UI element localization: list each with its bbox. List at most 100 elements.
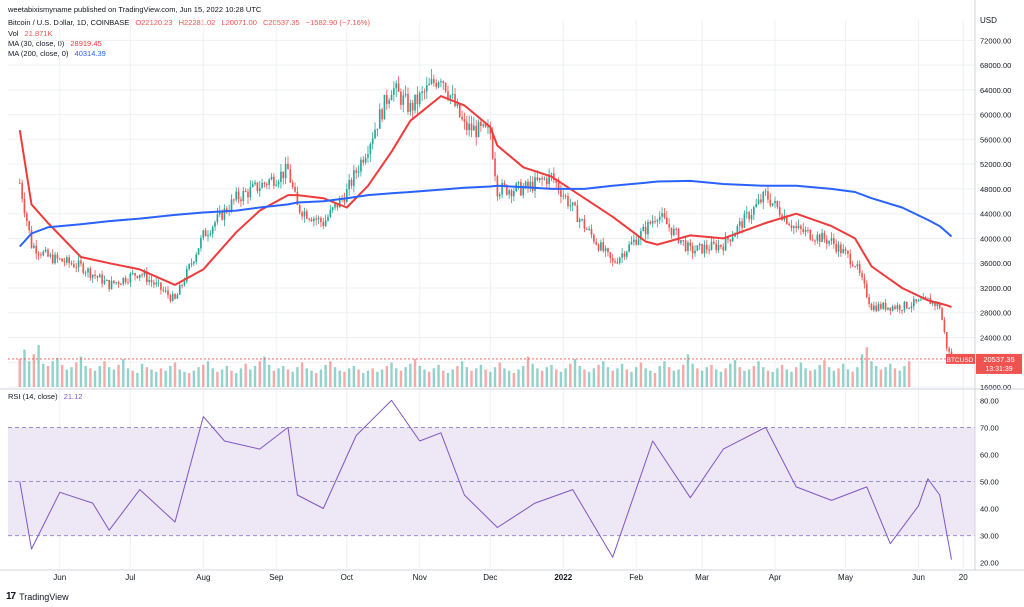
- candle-body: [880, 304, 882, 309]
- candle-body: [670, 227, 673, 236]
- candle-body: [729, 239, 732, 242]
- volume-bar: [851, 371, 854, 387]
- candle-body: [887, 307, 889, 310]
- candle-body: [47, 249, 49, 257]
- volume-bar: [197, 367, 200, 387]
- candle-body: [204, 230, 207, 237]
- candle-body: [162, 289, 165, 291]
- candle-body: [195, 254, 198, 262]
- candle-body: [710, 241, 713, 251]
- candle-body: [567, 196, 569, 206]
- volume-bar: [187, 373, 191, 387]
- candle-body: [896, 305, 899, 309]
- volume-bar: [300, 362, 304, 387]
- candle-body: [381, 109, 383, 120]
- candle-body: [265, 183, 268, 185]
- candle-body: [913, 299, 915, 307]
- candle-body: [188, 264, 190, 269]
- candle-body: [416, 94, 419, 105]
- candle-body: [802, 228, 805, 233]
- price-tick-label: 52000.00: [980, 160, 1011, 169]
- volume-bar: [573, 359, 577, 387]
- candle-body: [28, 221, 30, 231]
- price-tag-countdown: 13:31:39: [985, 366, 1012, 373]
- candle-body: [268, 179, 270, 185]
- candle-body: [270, 176, 273, 180]
- volume-bar: [479, 364, 483, 387]
- candle-body: [602, 242, 605, 252]
- candle-body: [529, 181, 532, 187]
- candle-body: [894, 306, 896, 309]
- candle-body: [127, 282, 129, 284]
- volume-bar: [319, 369, 323, 387]
- candle-body: [256, 182, 259, 191]
- candle-body: [65, 257, 68, 263]
- volume-bar: [517, 369, 520, 387]
- candle-body: [517, 181, 520, 184]
- candle-body: [451, 94, 454, 96]
- candle-body: [251, 184, 254, 188]
- volume-bar: [282, 366, 285, 387]
- candle-body: [809, 229, 812, 240]
- candle-body: [661, 213, 663, 217]
- volume-bar: [178, 369, 181, 387]
- time-tick-label: Sep: [269, 573, 284, 582]
- volume-bar: [390, 362, 393, 387]
- candle-body: [108, 279, 110, 290]
- candle-body: [865, 283, 868, 298]
- candle-body: [122, 277, 125, 284]
- time-tick-label: May: [838, 573, 853, 582]
- candle-body: [769, 199, 772, 206]
- candle-body: [143, 271, 146, 275]
- candle-body: [209, 233, 212, 235]
- candle-body: [705, 244, 708, 250]
- volume-bar: [460, 361, 464, 387]
- candle-body: [317, 217, 320, 220]
- candle-body: [828, 240, 830, 244]
- price-tick-label: 72000.00: [980, 36, 1011, 45]
- candle-body: [289, 169, 292, 183]
- candle-body: [738, 221, 741, 226]
- candle-body: [120, 283, 122, 285]
- volume-bar: [89, 368, 92, 387]
- candle-body: [884, 302, 887, 310]
- symbol-name: Bitcoin / U.S. Dollar, 1D, COINBASE: [8, 18, 130, 27]
- candle-body: [418, 92, 421, 105]
- candle-body: [411, 102, 414, 111]
- candle-body: [63, 261, 66, 263]
- candle-body: [313, 218, 315, 222]
- rsi-legend: RSI (14, close) 21.12: [8, 392, 86, 402]
- volume-bar: [366, 370, 370, 387]
- candle-body: [691, 246, 694, 254]
- candle-body: [774, 200, 776, 204]
- candle-body: [153, 282, 155, 285]
- candle-body: [663, 213, 666, 218]
- candle-body: [795, 226, 798, 229]
- volume-bar: [809, 370, 812, 387]
- candle-body: [854, 266, 856, 268]
- volume-bar: [893, 368, 897, 387]
- volume-bar: [338, 370, 341, 387]
- candle-body: [675, 228, 678, 230]
- candle-body: [708, 249, 710, 251]
- tradingview-watermark: 17 TradingView: [6, 591, 69, 602]
- candle-body: [77, 260, 80, 268]
- candle-body: [600, 242, 602, 251]
- candle-body: [440, 81, 442, 83]
- volume-bar: [65, 369, 69, 387]
- candle-body: [150, 279, 153, 283]
- volume-bar: [785, 369, 788, 387]
- volume-bar: [569, 363, 572, 387]
- candle-body: [322, 222, 325, 227]
- candle-body: [298, 204, 301, 213]
- last-price-tag: BTCUSD 20537.35 13:31:39: [8, 353, 1022, 374]
- candle-body: [931, 302, 934, 305]
- candle-body: [901, 310, 903, 312]
- volume-bar: [442, 370, 445, 387]
- candle-body: [110, 280, 113, 290]
- volume-bar: [23, 349, 26, 387]
- candle-body: [355, 170, 358, 173]
- volume-bar: [498, 362, 501, 387]
- time-tick-label: Jun: [53, 573, 66, 582]
